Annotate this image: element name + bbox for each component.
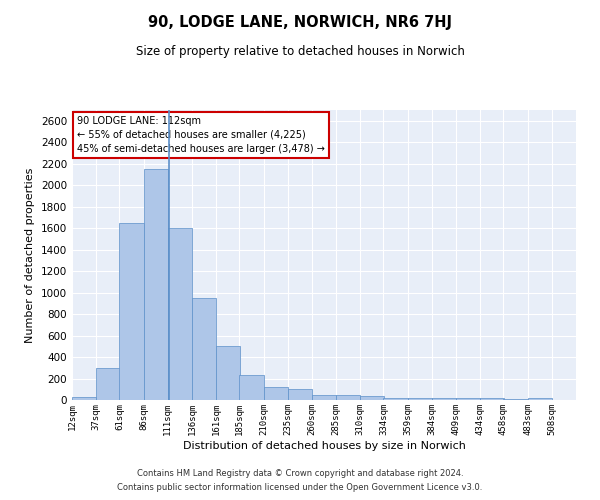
Y-axis label: Number of detached properties: Number of detached properties xyxy=(25,168,35,342)
Bar xyxy=(192,298,216,400)
Bar xyxy=(456,398,480,400)
Bar xyxy=(143,169,168,400)
Text: 90 LODGE LANE: 112sqm
← 55% of detached houses are smaller (4,225)
45% of semi-d: 90 LODGE LANE: 112sqm ← 55% of detached … xyxy=(77,116,325,154)
Bar xyxy=(239,375,263,400)
Bar xyxy=(383,398,407,400)
Bar xyxy=(168,228,192,400)
Bar xyxy=(96,368,121,400)
Bar xyxy=(263,387,288,400)
Text: Size of property relative to detached houses in Norwich: Size of property relative to detached ho… xyxy=(136,45,464,58)
Bar xyxy=(360,396,385,400)
Text: Contains HM Land Registry data © Crown copyright and database right 2024.: Contains HM Land Registry data © Crown c… xyxy=(137,468,463,477)
Text: 90, LODGE LANE, NORWICH, NR6 7HJ: 90, LODGE LANE, NORWICH, NR6 7HJ xyxy=(148,15,452,30)
Bar xyxy=(407,398,432,400)
Bar xyxy=(336,394,360,400)
Text: Contains public sector information licensed under the Open Government Licence v3: Contains public sector information licen… xyxy=(118,484,482,492)
Bar xyxy=(72,398,96,400)
Bar xyxy=(527,398,552,400)
Bar xyxy=(119,223,143,400)
Bar xyxy=(432,398,456,400)
Bar xyxy=(312,394,336,400)
Bar xyxy=(216,346,241,400)
Bar xyxy=(480,398,505,400)
Bar xyxy=(288,390,312,400)
X-axis label: Distribution of detached houses by size in Norwich: Distribution of detached houses by size … xyxy=(182,440,466,450)
